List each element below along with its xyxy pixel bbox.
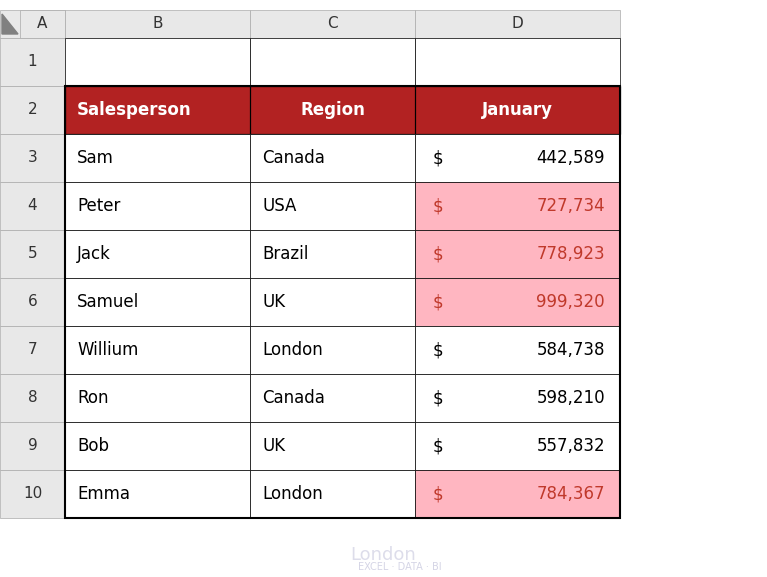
Text: Bob: Bob [77,437,109,455]
Bar [0,134,65,182]
Bar [415,230,620,278]
Bar [0,86,65,134]
Bar [415,422,620,470]
Text: UK: UK [262,293,285,311]
Text: 778,923: 778,923 [536,245,605,263]
Bar [65,10,250,38]
Text: $: $ [433,341,443,359]
Text: B: B [153,17,163,32]
Bar [20,10,65,38]
Text: London: London [262,485,323,503]
Bar [0,38,65,86]
Bar [65,422,250,470]
Text: USA: USA [262,197,296,215]
Text: $: $ [433,245,443,263]
Text: Samuel: Samuel [77,293,140,311]
Text: 999,320: 999,320 [536,293,605,311]
Text: Canada: Canada [262,389,325,407]
Bar [0,10,65,38]
Text: 6: 6 [28,294,38,309]
Text: $: $ [433,293,443,311]
Bar [250,422,415,470]
Bar [65,134,250,182]
Bar [250,182,415,230]
Text: EXCEL · DATA · BI: EXCEL · DATA · BI [358,562,442,572]
Bar [0,374,65,422]
Text: A: A [38,17,48,32]
Text: $: $ [433,485,443,503]
Bar [0,182,65,230]
Text: $: $ [433,437,443,455]
Text: 10: 10 [23,486,42,501]
Text: January: January [482,101,553,119]
Bar [65,374,250,422]
Bar [65,86,620,518]
Text: Sam: Sam [77,149,114,167]
Bar [250,134,415,182]
Text: Emma: Emma [77,485,130,503]
Bar [250,10,415,38]
Bar [250,470,415,518]
Bar [415,38,620,86]
Bar [250,278,415,326]
Text: Region: Region [300,101,365,119]
Text: 442,589: 442,589 [536,149,605,167]
Text: $: $ [433,197,443,215]
Text: London: London [262,341,323,359]
Bar [250,86,415,134]
Bar [65,86,250,134]
Polygon shape [2,14,18,34]
Text: 8: 8 [28,391,38,406]
Bar [65,86,620,134]
Bar [0,470,65,518]
Text: 3: 3 [28,151,38,166]
Text: 1: 1 [28,54,38,69]
Bar [250,230,415,278]
Text: 4: 4 [28,198,38,213]
Bar [65,470,250,518]
Bar [415,374,620,422]
Text: UK: UK [262,437,285,455]
Bar [250,326,415,374]
Text: Canada: Canada [262,149,325,167]
Bar [65,278,250,326]
Bar [65,182,250,230]
Bar [415,86,620,134]
Text: 727,734: 727,734 [536,197,605,215]
Bar [65,326,250,374]
Bar [415,326,620,374]
Bar [0,422,65,470]
Bar [415,278,620,326]
Text: 7: 7 [28,343,38,358]
Bar [0,278,65,326]
Bar [0,326,65,374]
Text: $: $ [433,389,443,407]
Bar [415,10,620,38]
Text: 784,367: 784,367 [536,485,605,503]
Text: 5: 5 [28,246,38,261]
Text: D: D [512,17,523,32]
Text: Salesperson: Salesperson [77,101,192,119]
Text: Willium: Willium [77,341,138,359]
Text: 584,738: 584,738 [536,341,605,359]
Text: Brazil: Brazil [262,245,308,263]
Text: 557,832: 557,832 [536,437,605,455]
Bar [0,230,65,278]
Bar [65,38,250,86]
Text: C: C [328,17,337,32]
Bar [65,230,250,278]
Text: 598,210: 598,210 [536,389,605,407]
Text: London: London [350,546,416,564]
Text: Peter: Peter [77,197,120,215]
Bar [250,374,415,422]
Text: 9: 9 [28,439,38,454]
Text: 2: 2 [28,103,38,118]
Text: $: $ [433,149,443,167]
Bar [250,38,415,86]
Bar [415,470,620,518]
Bar [415,134,620,182]
Bar [415,182,620,230]
Text: Ron: Ron [77,389,108,407]
Text: Jack: Jack [77,245,111,263]
